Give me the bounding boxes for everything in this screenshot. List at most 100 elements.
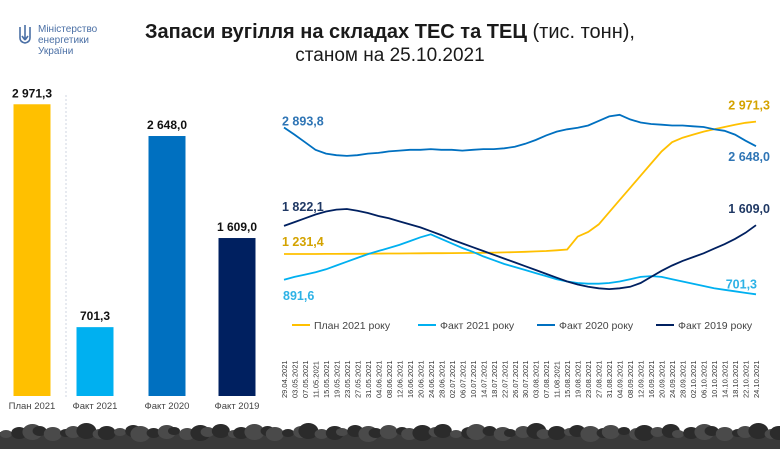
coal-lump xyxy=(43,427,62,441)
coal-lump xyxy=(114,428,126,436)
x-tick-label: 18.07.2021 xyxy=(490,360,499,398)
coal-lump xyxy=(450,430,462,438)
coal-lump xyxy=(618,427,630,435)
series-end-label: 1 609,0 xyxy=(728,202,770,216)
bar-value-label: 2 971,3 xyxy=(12,86,52,100)
bar-category-label: План 2021 xyxy=(9,401,56,412)
bar-category-label: Факт 2021 xyxy=(73,401,118,412)
coal-lump xyxy=(97,426,116,440)
x-tick-label: 14.10.2021 xyxy=(721,360,730,398)
x-tick-label: 08.06.2021 xyxy=(385,360,394,398)
coal-lump xyxy=(672,430,684,438)
coal-lump xyxy=(547,426,566,440)
legend-label: Факт 2019 року xyxy=(678,320,753,332)
coal-lump xyxy=(601,425,620,439)
x-tick-label: 12.06.2021 xyxy=(395,360,404,398)
coal-lump xyxy=(0,430,12,438)
x-tick-label: 24.10.2021 xyxy=(752,360,761,398)
x-tick-label: 19.08.2021 xyxy=(574,360,583,398)
coal-lump xyxy=(769,426,780,440)
x-tick-label: 18.10.2021 xyxy=(731,360,740,398)
bar-value-label: 1 609,0 xyxy=(217,220,257,234)
bar-value-label: 2 648,0 xyxy=(147,118,187,132)
x-tick-label: 02.07.2021 xyxy=(448,360,457,398)
x-tick-label: 07.05.2021 xyxy=(301,360,310,398)
x-tick-label: 15.08.2021 xyxy=(563,360,572,398)
coal-lump xyxy=(244,424,265,440)
coal-lump xyxy=(650,427,665,437)
bar-План 2021 xyxy=(13,104,51,396)
x-tick-label: 02.10.2021 xyxy=(689,360,698,398)
coal-lump xyxy=(336,428,348,436)
legend-label: Факт 2021 року xyxy=(440,320,515,332)
coal-lump xyxy=(282,429,294,437)
coal-lump xyxy=(32,426,47,436)
x-tick-label: 06.07.2021 xyxy=(458,360,467,398)
coal-lump xyxy=(704,426,719,436)
line-series-3 xyxy=(283,113,757,157)
coal-lump xyxy=(634,425,655,441)
bar-value-label: 701,3 xyxy=(80,309,110,323)
x-tick-label: 12.09.2021 xyxy=(637,360,646,398)
coal-lump xyxy=(168,427,180,435)
bar-Факт 2021 xyxy=(76,327,114,396)
coal-lump xyxy=(536,429,551,439)
x-tick-label: 19.05.2021 xyxy=(332,360,341,398)
line-series-4 xyxy=(283,208,757,291)
x-tick-label: 16.09.2021 xyxy=(647,360,656,398)
coal-lump xyxy=(314,429,329,439)
coal-lump xyxy=(504,429,516,437)
x-tick-label: 26.07.2021 xyxy=(511,360,520,398)
x-tick-label: 15.05.2021 xyxy=(322,360,331,398)
series-end-label: 2 971,3 xyxy=(728,99,770,113)
x-tick-label: 14.07.2021 xyxy=(479,360,488,398)
ministry-line-2: енергетики xyxy=(38,35,89,46)
coal-lump xyxy=(76,423,97,439)
line-series-2 xyxy=(283,233,757,296)
coal-lump xyxy=(433,424,452,438)
coal-lump xyxy=(379,425,398,439)
x-tick-label: 31.08.2021 xyxy=(605,360,614,398)
x-tick-label: 03.05.2021 xyxy=(290,360,299,398)
coal-lump xyxy=(200,427,215,437)
ministry-line-3: України xyxy=(38,46,74,57)
series-start-label: 1 231,4 xyxy=(282,235,324,249)
x-tick-label: 28.09.2021 xyxy=(679,360,688,398)
x-tick-label: 07.08.2021 xyxy=(542,360,551,398)
chart-title: Запаси вугілля на складах ТЕС та ТЕЦ (ти… xyxy=(130,20,650,68)
x-tick-label: 22.10.2021 xyxy=(742,360,751,398)
title-units: (тис. тонн), xyxy=(532,21,635,43)
ministry-line-1: Міністерство xyxy=(38,24,98,35)
x-tick-label: 10.07.2021 xyxy=(469,360,478,398)
coal-lump xyxy=(368,428,383,438)
bar-category-label: Факт 2019 xyxy=(215,401,260,412)
x-tick-label: 20.06.2021 xyxy=(416,360,425,398)
line-series-1 xyxy=(284,120,757,255)
series-start-label: 891,6 xyxy=(283,289,314,303)
x-tick-label: 16.06.2021 xyxy=(406,360,415,398)
series-end-label: 2 648,0 xyxy=(728,150,770,164)
x-tick-label: 23.05.2021 xyxy=(343,360,352,398)
x-tick-label: 24.09.2021 xyxy=(668,360,677,398)
x-tick-label: 11.05.2021 xyxy=(311,361,320,398)
x-tick-label: 27.08.2021 xyxy=(595,360,604,398)
coal-lump xyxy=(580,426,601,442)
title-main: Запаси вугілля на складах ТЕС та ТЕЦ xyxy=(145,21,527,43)
series-start-label: 2 893,8 xyxy=(282,114,324,128)
coal-lump xyxy=(298,423,319,439)
ministry-name: Міністерство енергетики України xyxy=(38,24,128,57)
coal-lump xyxy=(466,424,487,440)
bar-Факт 2019 xyxy=(218,238,256,396)
coal-lump xyxy=(211,424,230,438)
x-tick-label: 08.09.2021 xyxy=(626,360,635,398)
x-tick-label: 10.10.2021 xyxy=(710,360,719,398)
coal-lump xyxy=(412,425,433,441)
x-tick-label: 28.06.2021 xyxy=(437,360,446,398)
x-tick-label: 22.07.2021 xyxy=(500,360,509,398)
coal-lump xyxy=(146,428,161,438)
coal-lump xyxy=(482,426,497,436)
legend-label: Факт 2020 року xyxy=(559,320,634,332)
x-tick-label: 27.05.2021 xyxy=(353,360,362,398)
x-tick-label: 04.06.2021 xyxy=(374,360,383,398)
series-peak-label: 1 822,1 xyxy=(282,200,324,214)
